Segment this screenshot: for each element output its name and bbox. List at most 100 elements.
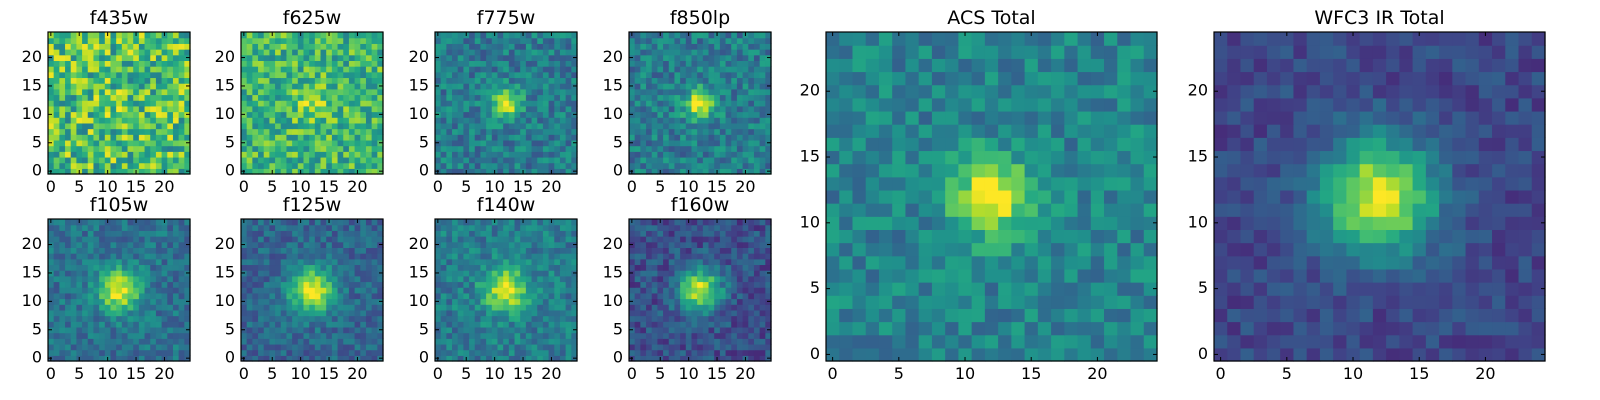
heatmap-pixel xyxy=(331,100,339,107)
heatmap-pixel xyxy=(377,94,384,101)
heatmap-pixel xyxy=(326,145,333,152)
x-tick-label: 5 xyxy=(461,364,471,383)
heatmap-pixel xyxy=(286,338,293,345)
heatmap-pixel xyxy=(99,88,106,96)
heatmap-pixel xyxy=(65,326,72,334)
heatmap-pixel xyxy=(59,71,66,79)
heatmap-pixel xyxy=(150,275,157,283)
heatmap-pixel xyxy=(542,298,550,305)
heatmap-pixel xyxy=(520,83,527,90)
heatmap-pixel xyxy=(520,128,527,135)
heatmap-pixel xyxy=(252,54,259,61)
heatmap-pixel xyxy=(486,326,493,334)
heatmap-pixel xyxy=(714,37,721,44)
heatmap-pixel xyxy=(65,321,72,328)
heatmap-pixel xyxy=(303,122,310,130)
heatmap-pixel xyxy=(269,83,276,90)
heatmap-pixel xyxy=(150,100,157,107)
heatmap-pixel xyxy=(565,139,572,147)
heatmap-pixel xyxy=(150,134,157,141)
heatmap-pixel xyxy=(59,145,66,152)
heatmap-pixel xyxy=(184,151,191,158)
heatmap-pixel xyxy=(309,88,316,96)
heatmap-pixel xyxy=(348,224,356,231)
heatmap-pixel xyxy=(371,88,378,96)
heatmap-pixel xyxy=(691,298,698,305)
heatmap-pixel xyxy=(571,309,578,317)
heatmap-pixel xyxy=(116,247,123,254)
heatmap-pixel xyxy=(520,134,527,141)
heatmap-pixel xyxy=(184,94,191,101)
heatmap-pixel xyxy=(731,60,738,67)
heatmap-pixel xyxy=(486,253,493,260)
heatmap-pixel xyxy=(565,162,572,169)
heatmap-pixel xyxy=(59,156,66,164)
heatmap-pixel xyxy=(525,122,533,130)
heatmap-pixel xyxy=(167,49,174,56)
heatmap-pixel xyxy=(731,139,738,147)
heatmap-pixel xyxy=(343,321,350,328)
heatmap-pixel xyxy=(674,315,681,322)
heatmap-pixel xyxy=(309,122,316,130)
heatmap-pixel xyxy=(731,94,738,101)
heatmap-pixel xyxy=(759,66,766,73)
heatmap-pixel xyxy=(155,343,163,351)
heatmap-pixel xyxy=(320,304,327,311)
heatmap-pixel xyxy=(150,219,157,226)
heatmap-pixel xyxy=(702,100,710,107)
heatmap-pixel xyxy=(537,77,544,84)
heatmap-pixel xyxy=(640,83,647,90)
heatmap-pixel xyxy=(440,83,447,90)
heatmap-pixel xyxy=(571,253,578,260)
heatmap-pixel xyxy=(275,304,282,311)
heatmap-pixel xyxy=(354,338,361,345)
heatmap-pixel xyxy=(663,77,670,84)
heatmap-pixel xyxy=(457,281,464,288)
heatmap-pixel xyxy=(280,37,288,44)
heatmap-pixel xyxy=(246,128,253,135)
heatmap-pixel xyxy=(87,60,95,67)
heatmap-pixel xyxy=(320,326,327,334)
heatmap-pixel xyxy=(537,32,544,39)
heatmap-pixel xyxy=(714,111,721,118)
heatmap-pixel xyxy=(150,292,157,300)
heatmap-pixel xyxy=(503,156,510,164)
heatmap-pixel xyxy=(297,156,305,164)
heatmap-pixel xyxy=(326,338,333,345)
heatmap-pixel xyxy=(702,156,710,164)
x-tick-label: 15 xyxy=(319,177,339,196)
heatmap-pixel xyxy=(280,224,288,231)
heatmap-pixel xyxy=(292,66,299,73)
heatmap-pixel xyxy=(435,287,442,294)
heatmap-pixel xyxy=(742,281,749,288)
heatmap-pixel xyxy=(121,219,129,226)
heatmap-pixel xyxy=(65,315,72,322)
heatmap-pixel xyxy=(275,83,282,90)
heatmap-pixel xyxy=(440,298,447,305)
heatmap-pixel xyxy=(440,309,447,317)
heatmap-pixel xyxy=(309,326,316,334)
heatmap-pixel xyxy=(508,355,516,362)
heatmap-pixel xyxy=(116,100,123,107)
heatmap-pixel xyxy=(629,321,636,328)
heatmap-pixel xyxy=(343,49,350,56)
heatmap-pixel xyxy=(121,105,129,113)
heatmap-pixel xyxy=(65,230,72,237)
heatmap-pixel xyxy=(87,151,95,158)
heatmap-pixel xyxy=(748,100,755,107)
heatmap-pixel xyxy=(275,168,282,175)
heatmap-pixel xyxy=(252,275,259,283)
heatmap-pixel xyxy=(297,145,305,152)
heatmap-pixel xyxy=(263,88,270,96)
heatmap-pixel xyxy=(457,270,464,277)
heatmap-pixel xyxy=(263,304,270,311)
heatmap-pixel xyxy=(452,88,459,96)
heatmap-pixel xyxy=(65,117,72,124)
heatmap-pixel xyxy=(286,128,293,135)
heatmap-pixel xyxy=(269,128,276,135)
heatmap-pixel xyxy=(263,134,270,141)
heatmap-pixel xyxy=(263,309,270,317)
heatmap-pixel xyxy=(446,219,453,226)
heatmap-pixel xyxy=(82,309,89,317)
heatmap-pixel xyxy=(691,83,698,90)
